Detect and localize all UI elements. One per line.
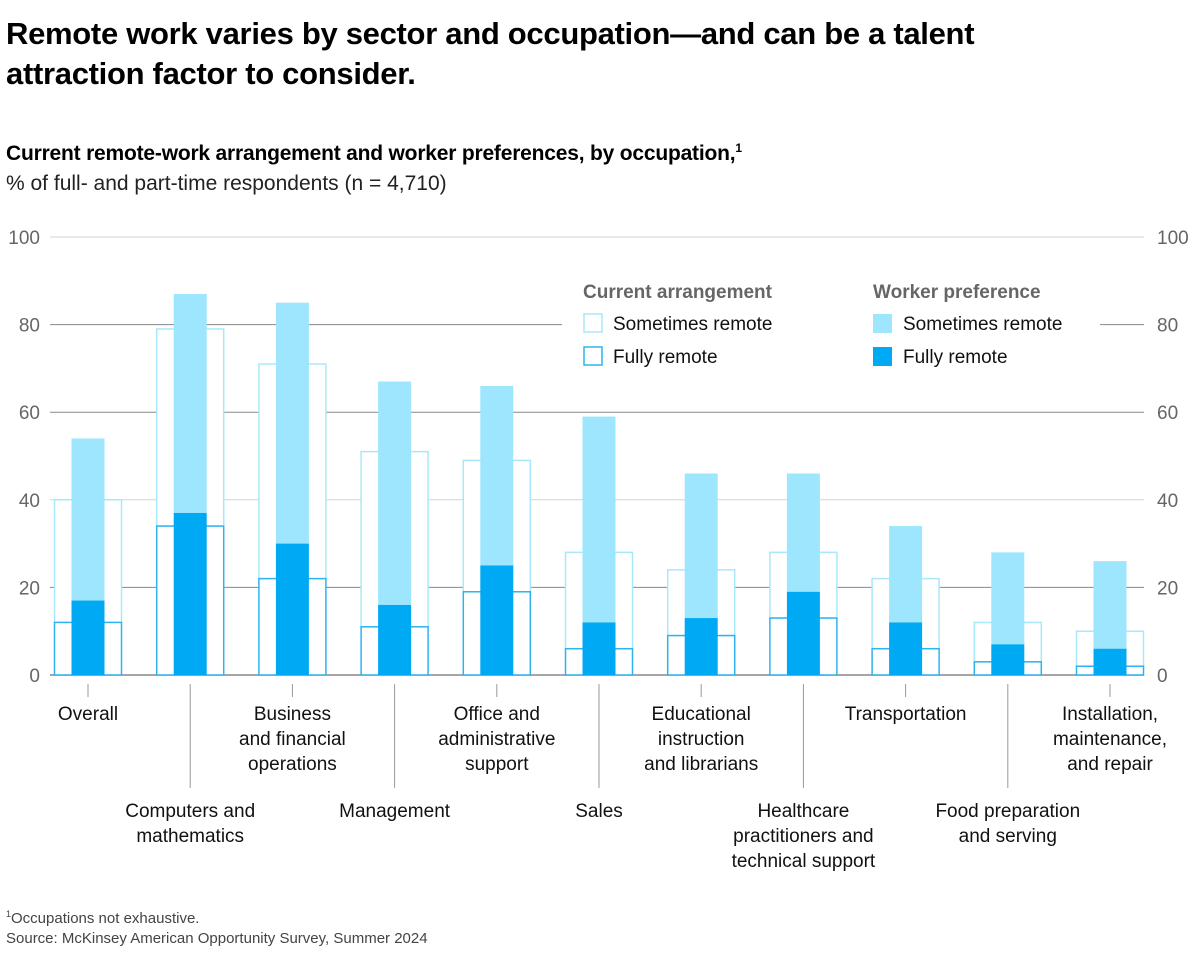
- x-tick-label: Healthcare: [757, 801, 849, 822]
- bar-group: [258, 302, 327, 676]
- bar-preference-sometimes-remote: [786, 473, 820, 592]
- bar-group: [360, 381, 429, 676]
- bar-preference-fully-remote: [582, 622, 616, 675]
- bar-preference-sometimes-remote: [889, 526, 923, 623]
- bar-preference-sometimes-remote: [480, 385, 514, 566]
- x-tick-label: and librarians: [644, 754, 758, 775]
- bar-group: [155, 293, 225, 676]
- y-tick-left-20: 20: [19, 578, 40, 599]
- y-tick-right-60: 60: [1157, 403, 1178, 424]
- bar-preference-sometimes-remote: [1093, 561, 1127, 649]
- bar-preference-sometimes-remote: [378, 381, 412, 605]
- bar-preference-fully-remote: [786, 591, 820, 675]
- legend-label: Fully remote: [613, 347, 718, 368]
- bar-group: [769, 473, 838, 676]
- chart-headline: Remote work varies by sector and occupat…: [6, 16, 975, 91]
- footnote-source: Source: McKinsey American Opportunity Su…: [6, 930, 428, 947]
- x-tick-label: Installation,: [1062, 704, 1158, 725]
- chart-subtitle: Current remote-work arrangement and work…: [6, 141, 742, 166]
- x-tick-label: Sales: [575, 801, 623, 822]
- legend-background: [562, 280, 1100, 375]
- x-tick-label: practitioners and: [733, 826, 873, 847]
- bar-group: [973, 552, 1043, 676]
- bar-preference-sometimes-remote: [991, 552, 1025, 645]
- x-axis-labels: Overall Computers and mathematics Business a…: [58, 684, 1167, 872]
- bar-preference-fully-remote: [275, 543, 309, 675]
- bar-group: [666, 473, 736, 676]
- footnote-note-marker: 1: [6, 909, 12, 919]
- bar-group: [462, 385, 532, 676]
- bar-preference-fully-remote: [684, 618, 718, 675]
- y-tick-right-0: 0: [1157, 666, 1168, 687]
- y-tick-left-100: 100: [8, 228, 40, 249]
- footnote-note: 1Occupations not exhaustive.: [6, 904, 428, 929]
- x-tick-label: instruction: [658, 729, 745, 750]
- y-tick-left-60: 60: [19, 403, 40, 424]
- bar-preference-sometimes-remote: [582, 416, 616, 623]
- x-tick-label: maintenance,: [1053, 729, 1167, 750]
- legend-label: Fully remote: [903, 347, 1008, 368]
- bar-preference-fully-remote: [173, 512, 207, 675]
- footnote-note-text: Occupations not exhaustive.: [11, 910, 200, 927]
- bar-group: [53, 438, 123, 676]
- legend-title: Worker preference: [873, 282, 1041, 303]
- x-tick-label: Management: [339, 801, 451, 822]
- x-tick-label: technical support: [732, 851, 876, 872]
- x-tick-label: Educational: [652, 704, 751, 725]
- bar-preference-fully-remote: [71, 600, 105, 675]
- x-tick-label: Transportation: [845, 704, 967, 725]
- x-tick-label: and financial: [239, 729, 346, 750]
- x-tick-label: Overall: [58, 704, 118, 725]
- x-tick-label: operations: [248, 754, 337, 775]
- bar-preference-sometimes-remote: [71, 438, 105, 601]
- x-tick-label: and repair: [1067, 754, 1153, 775]
- legend: Current arrangement Sometimes remote Fully…: [562, 280, 1100, 375]
- bar-group: [871, 526, 940, 676]
- legend-swatch: [583, 313, 603, 333]
- x-tick-label: and serving: [959, 826, 1057, 847]
- y-tick-right-40: 40: [1157, 491, 1178, 512]
- footnote-marker: 1: [735, 141, 742, 155]
- chart-units: % of full- and part-time respondents (n …: [6, 172, 447, 195]
- bar-preference-fully-remote: [1093, 648, 1127, 675]
- y-tick-left-0: 0: [29, 666, 40, 687]
- legend-label: Sometimes remote: [613, 314, 772, 335]
- bar-preference-fully-remote: [480, 565, 514, 675]
- legend-swatch: [873, 347, 892, 366]
- legend-title: Current arrangement: [583, 282, 773, 303]
- y-tick-right-100: 100: [1157, 228, 1189, 249]
- bar-preference-fully-remote: [889, 622, 923, 675]
- legend-swatch: [873, 314, 892, 333]
- bars: [53, 293, 1145, 676]
- y-tick-left-80: 80: [19, 316, 40, 337]
- bar-preference-fully-remote: [378, 604, 412, 675]
- bar-preference-sometimes-remote: [684, 473, 718, 619]
- x-tick-label: Office and: [454, 704, 540, 725]
- legend-label: Sometimes remote: [903, 314, 1062, 335]
- bar-preference-fully-remote: [991, 644, 1025, 675]
- bar-group: [1075, 561, 1145, 676]
- chart-subtitle-text: Current remote-work arrangement and work…: [6, 142, 736, 165]
- bar-group: [564, 416, 634, 676]
- y-tick-left-40: 40: [19, 491, 40, 512]
- y-tick-right-80: 80: [1157, 316, 1178, 337]
- bar-preference-sometimes-remote: [275, 302, 309, 544]
- bar-chart: 0 0 20 20 40 40 60 60 80 80 100 100 Current arrange…: [8, 228, 1189, 872]
- x-tick-label: administrative: [438, 729, 555, 750]
- legend-swatch: [583, 346, 603, 366]
- y-tick-right-20: 20: [1157, 578, 1178, 599]
- x-tick-label: mathematics: [136, 826, 244, 847]
- x-tick-label: Food preparation: [935, 801, 1080, 822]
- footnotes: 1Occupations not exhaustive. Source: McK…: [6, 904, 428, 949]
- x-tick-label: support: [465, 754, 529, 775]
- x-tick-label: Business: [254, 704, 331, 725]
- x-tick-label: Computers and: [125, 801, 255, 822]
- bar-preference-sometimes-remote: [173, 293, 207, 513]
